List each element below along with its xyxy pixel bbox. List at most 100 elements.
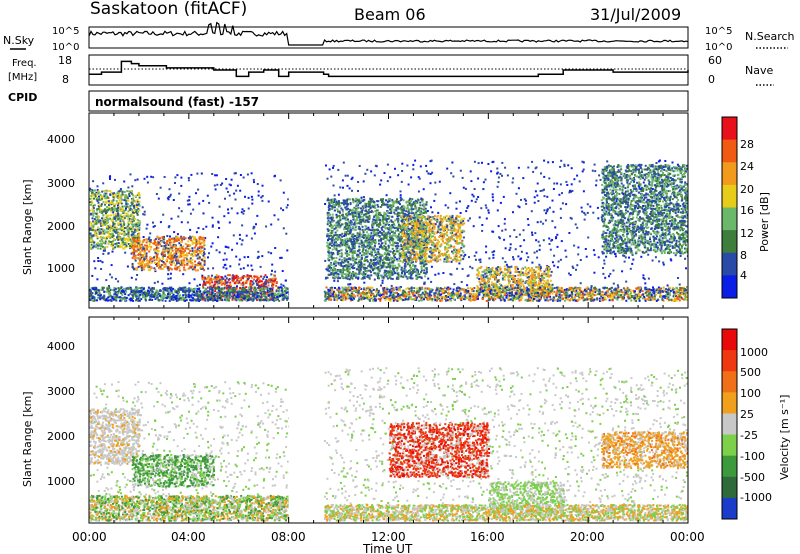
echo-cell xyxy=(327,206,330,209)
echo-cell xyxy=(170,237,173,240)
echo-cell xyxy=(424,232,427,235)
echo-cell xyxy=(117,196,119,199)
echo-cell xyxy=(379,274,382,277)
echo-cell xyxy=(342,242,345,245)
echo-cell xyxy=(405,251,408,254)
echo-cell xyxy=(94,232,97,235)
echo-cell xyxy=(167,244,170,247)
echo-cell xyxy=(105,206,108,208)
echo-cell xyxy=(397,263,400,266)
echo-cell xyxy=(406,241,409,243)
echo-cell xyxy=(99,240,102,243)
echo-cell xyxy=(348,228,350,231)
echo-cell xyxy=(218,205,221,208)
echo-cell xyxy=(362,199,365,202)
echo-cell xyxy=(92,194,95,197)
echo-cell xyxy=(408,203,411,206)
echo-cell xyxy=(123,246,126,249)
echo-cell xyxy=(400,198,403,201)
echo-cell xyxy=(241,282,244,284)
echo-cell xyxy=(339,211,341,214)
echo-cell xyxy=(414,242,417,245)
echo-cell xyxy=(153,242,155,245)
echo-cell xyxy=(477,196,480,198)
echo-cell xyxy=(384,223,387,226)
echo-cell xyxy=(180,210,183,213)
echo-cell xyxy=(430,294,433,297)
echo-cell xyxy=(570,190,572,193)
echo-cell xyxy=(106,215,109,218)
echo-cell xyxy=(621,270,624,273)
echo-cell xyxy=(117,224,120,227)
echo-cell xyxy=(352,201,355,204)
echo-cell xyxy=(93,260,96,263)
echo-cell xyxy=(538,263,541,266)
echo-cell xyxy=(361,242,364,245)
echo-cell xyxy=(89,240,92,243)
echo-cell xyxy=(326,241,329,244)
echo-cell xyxy=(163,250,166,253)
echo-cell xyxy=(130,240,133,243)
echo-cell xyxy=(331,269,334,272)
echo-cell xyxy=(347,258,350,261)
echo-cell xyxy=(367,217,370,220)
echo-cell xyxy=(471,193,474,196)
echo-cell xyxy=(153,249,156,252)
echo-cell xyxy=(391,236,394,239)
echo-cell xyxy=(284,279,287,282)
echo-cell xyxy=(410,208,413,211)
echo-cell xyxy=(414,204,417,207)
echo-cell xyxy=(114,203,117,206)
echo-cell xyxy=(354,272,357,275)
echo-cell xyxy=(682,185,685,188)
echo-cell xyxy=(92,220,95,223)
echo-cell xyxy=(365,250,368,253)
echo-cell xyxy=(584,248,587,250)
echo-cell xyxy=(153,256,155,259)
echo-cell xyxy=(173,256,176,259)
echo-cell xyxy=(330,267,333,269)
echo-cell xyxy=(115,237,118,240)
echo-cell xyxy=(108,217,111,220)
echo-cell xyxy=(200,241,203,244)
echo-cell xyxy=(174,248,177,251)
echo-cell xyxy=(333,257,335,260)
echo-cell xyxy=(127,221,130,224)
echo-cell xyxy=(164,247,167,250)
echo-cell xyxy=(671,161,674,164)
echo-cell xyxy=(271,269,273,272)
echo-cell xyxy=(359,269,362,272)
echo-cell xyxy=(143,257,146,260)
echo-cell xyxy=(136,204,138,207)
echo-cell xyxy=(353,267,356,269)
echo-cell xyxy=(92,234,95,237)
echo-cell xyxy=(274,277,277,280)
echo-cell xyxy=(593,271,596,274)
echo-cell xyxy=(377,242,380,245)
echo-cell xyxy=(328,253,331,256)
echo-cell xyxy=(352,247,355,250)
echo-cell xyxy=(388,215,391,218)
echo-cell xyxy=(242,176,245,179)
echo-cell xyxy=(438,297,440,300)
echo-cell xyxy=(172,243,175,246)
echo-cell xyxy=(366,239,369,242)
echo-cell xyxy=(487,211,490,214)
echo-cell xyxy=(239,287,242,289)
echo-cell xyxy=(375,274,378,277)
echo-cell xyxy=(95,222,98,225)
echo-cell xyxy=(328,256,331,259)
echo-cell xyxy=(337,276,340,279)
echo-cell xyxy=(101,223,104,226)
echo-cell xyxy=(388,261,391,264)
echo-cell xyxy=(391,224,394,226)
echo-cell xyxy=(405,275,408,278)
echo-cell xyxy=(410,200,413,202)
echo-cell xyxy=(400,248,403,250)
echo-cell xyxy=(115,216,118,219)
echo-cell xyxy=(325,164,327,167)
echo-cell xyxy=(182,262,184,265)
echo-cell xyxy=(360,240,363,243)
echo-cell xyxy=(384,246,387,249)
echo-cell xyxy=(138,227,141,229)
